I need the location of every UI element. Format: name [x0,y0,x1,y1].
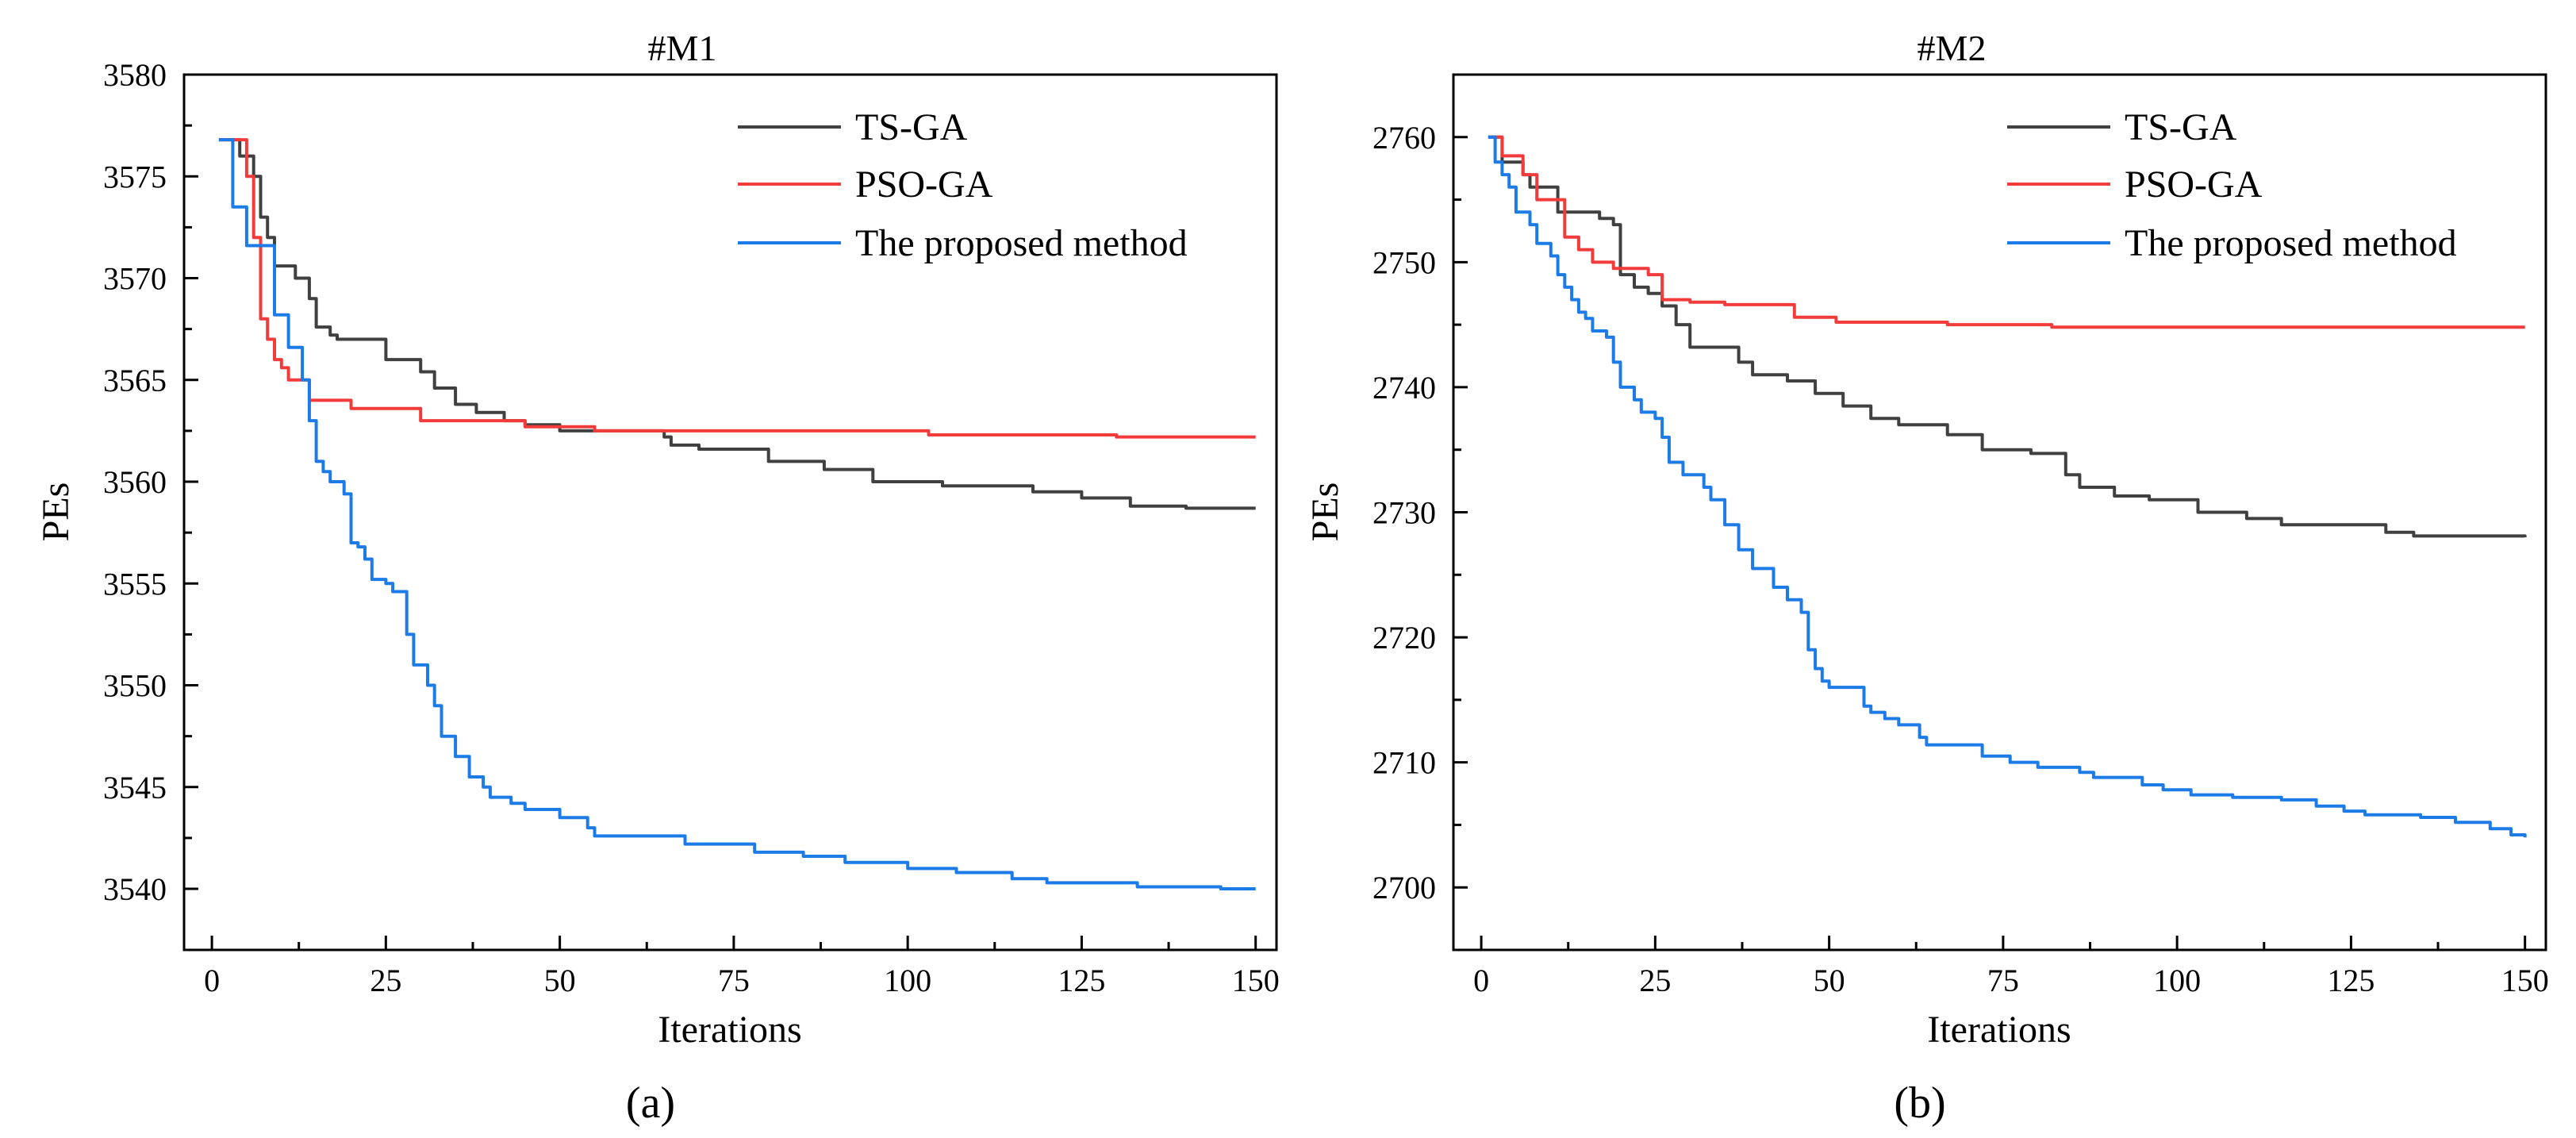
panel-caption-b: (b) [1894,1078,1945,1128]
x-ticks-m2: 0 25 50 75 100 125 150 [1473,936,2549,998]
y-axis-title-m1: PEs [35,482,77,542]
y-tick-label: 2730 [1372,495,1436,531]
series-line-the-proposed-method-m1 [218,138,1256,890]
y-tick-label: 2710 [1372,745,1436,781]
x-tick-label: 150 [2501,963,2549,998]
plot-lines-m1 [218,138,1256,890]
series-line-ts-ga-m1 [218,138,1256,510]
x-tick-label: 125 [1058,963,1105,998]
legend-m2: TS-GA PSO-GA The proposed method [2007,106,2457,264]
x-tick-label: 75 [718,963,750,998]
x-tick-label: 50 [1814,963,1845,998]
y-tick-label: 3555 [103,566,167,602]
x-tick-label: 100 [884,963,931,998]
x-tick-label: 50 [544,963,576,998]
y-tick-label: 3565 [103,363,167,398]
legend-label-proposed-m1: The proposed method [855,222,1188,264]
y-tick-label: 2760 [1372,120,1436,156]
y-tick-label: 3545 [103,770,167,805]
series-line-pso-ga-m2 [1488,135,2525,329]
legend-label-pso-ga-m2: PSO-GA [2125,163,2263,206]
legend-label-ts-ga-m1: TS-GA [855,106,968,148]
y-ticks-m2: 2700 2710 2720 2730 2740 2750 2760 [1372,120,1468,905]
x-tick-label: 25 [1639,963,1671,998]
x-tick-label: 75 [1987,963,2019,998]
series-line-ts-ga-m2 [1488,135,2527,538]
plot-frame-m1 [182,73,1278,952]
y-tick-label: 2750 [1372,244,1436,280]
x-axis-title-m1: Iterations [658,1009,801,1051]
y-tick-label: 3570 [103,261,167,297]
y-tick-label: 2720 [1372,620,1436,656]
y-tick-label: 3580 [103,57,167,93]
y-tick-label: 3540 [103,871,167,907]
plot-lines-m2 [1488,135,2527,838]
legend-label-proposed-m2: The proposed method [2125,222,2457,264]
panel-caption-a: (a) [626,1078,675,1128]
x-tick-label: 0 [204,963,220,998]
y-tick-label: 3560 [103,464,167,500]
series-line-pso-ga-m1 [218,138,1256,439]
x-tick-label: 25 [370,963,401,998]
y-tick-label: 3575 [103,159,167,194]
y-tick-label: 3550 [103,668,167,704]
x-tick-label: 150 [1232,963,1280,998]
legend-label-pso-ga-m1: PSO-GA [855,163,993,206]
y-ticks-m1: 3540 3545 3550 3555 3560 3565 3570 3575 3580 [103,57,198,907]
series-line-the-proposed-method-m2 [1488,135,2527,838]
x-ticks-m1: 0 25 50 75 100 125 150 [204,936,1280,998]
chart-panel-m1: #M1 0 25 50 75 100 125 150 3540 3545 3550 3555 356… [35,28,1280,1128]
x-axis-title-m2: Iterations [1927,1009,2071,1051]
chart-title-m2: #M2 [1918,28,1987,68]
y-tick-label: 2740 [1372,370,1436,406]
y-tick-label: 2700 [1372,870,1436,905]
chart-title-m1: #M1 [648,28,717,68]
legend-m1: TS-GA PSO-GA The proposed method [738,106,1188,264]
plot-frame-m2 [1452,73,2547,952]
chart-panel-m2: #M2 0 25 50 75 100 125 150 2700 2710 2720 2730 274… [1304,28,2549,1128]
legend-label-ts-ga-m2: TS-GA [2125,106,2237,148]
x-tick-label: 0 [1473,963,1489,998]
x-tick-label: 100 [2153,963,2201,998]
y-axis-title-m2: PEs [1304,482,1346,542]
x-tick-label: 125 [2327,963,2374,998]
